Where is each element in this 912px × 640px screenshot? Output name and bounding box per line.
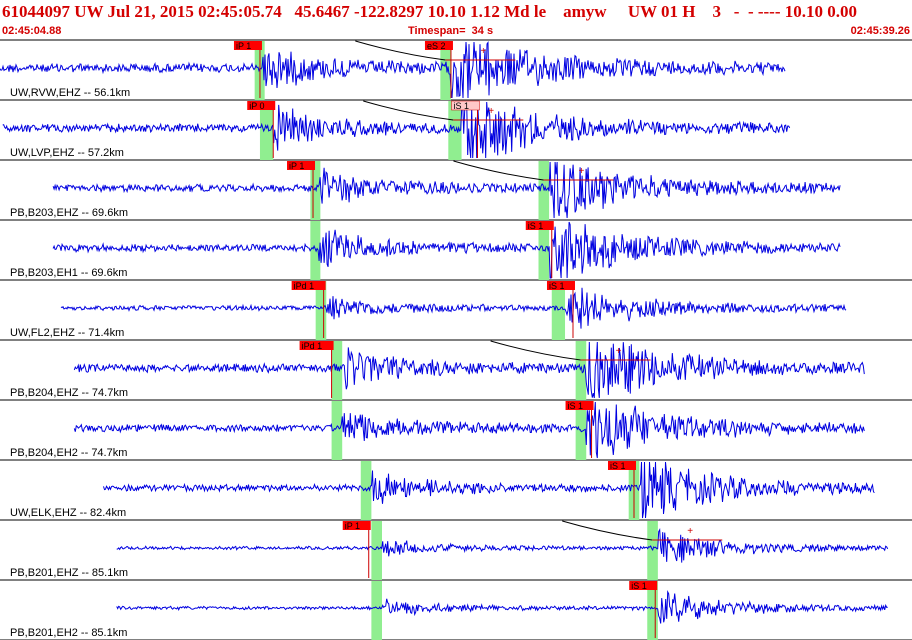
amplitude-plus-mark: + [578,166,584,177]
s-pick-label[interactable]: iS 1 [528,221,544,231]
p-pick-box[interactable] [287,161,316,170]
s-pick-label[interactable]: iS 1 [610,461,626,471]
channel-label: PB,B201,EHZ -- 85.1km [10,567,128,579]
channel-label: PB,B203,EH1 -- 69.6km [10,267,127,279]
s-pick-label[interactable]: iS 1 [453,101,469,111]
decay-curve [363,100,454,121]
s-pick-box[interactable] [525,221,554,230]
p-pick-window [371,581,382,640]
p-pick-window [331,401,343,460]
p-pick-box[interactable] [247,101,276,110]
waveform-trace[interactable] [60,287,847,329]
p-pick-box[interactable] [291,281,326,290]
p-pick-box[interactable] [342,521,371,530]
s-pick-box[interactable] [607,461,636,470]
amplitude-plus-mark: + [488,106,494,117]
decay-curve [453,160,544,181]
channel-label: UW,FL2,EHZ -- 71.4km [10,327,124,339]
waveform-trace[interactable] [73,401,865,459]
header-bar: 61044097 UW Jul 21, 2015 02:45:05.74 45.… [0,0,912,40]
s-pick-box[interactable] [629,581,658,590]
s-pick-box[interactable] [565,401,594,410]
channel-label: UW,ELK,EHZ -- 82.4km [10,507,126,519]
time-end-label: 02:45:39.26 [850,25,910,37]
s-pick-window [647,581,658,640]
waveform-trace[interactable] [52,161,841,219]
waveform-trace[interactable] [116,528,889,563]
event-summary-title: 61044097 UW Jul 21, 2015 02:45:05.74 45.… [2,2,857,21]
decay-curve [490,340,581,361]
s-pick-box[interactable] [451,100,480,111]
p-pick-label[interactable]: iPd 1 [302,341,323,351]
s-pick-window [440,41,451,100]
channel-label: PB,B204,EH2 -- 74.7km [10,447,127,459]
channel-label: PB,B201,EH2 -- 85.1km [10,627,127,639]
s-pick-box[interactable] [424,41,453,50]
time-start-label: 02:45:04.88 [2,25,62,37]
channel-label: UW,RVW,EHZ -- 56.1km [10,87,130,99]
s-pick-label[interactable]: eS 2 [427,41,446,51]
s-pick-window [575,341,587,400]
s-pick-label[interactable]: iS 1 [631,581,647,591]
p-pick-box[interactable] [233,41,262,50]
amplitude-plus-mark: + [616,346,622,357]
waveform-trace[interactable] [2,101,791,159]
s-pick-window [551,281,566,340]
p-pick-window [371,521,382,580]
p-pick-label[interactable]: iP 1 [236,41,251,51]
amplitude-plus-mark: + [480,46,486,57]
waveform-trace[interactable] [0,40,786,99]
p-pick-window [259,101,274,160]
channel-label: UW,LVP,EHZ -- 57.2km [10,147,124,159]
decay-curve [562,520,653,541]
p-pick-label[interactable]: iP 1 [289,161,304,171]
p-pick-label[interactable]: iPd 1 [294,281,315,291]
timespan-label: Timespan= 34 s [408,25,494,37]
waveform-trace[interactable] [52,221,841,279]
channel-label: PB,B203,EHZ -- 69.6km [10,207,128,219]
amplitude-plus-mark: + [687,526,693,537]
waveform-trace[interactable] [73,341,865,399]
channel-label: PB,B204,EHZ -- 74.7km [10,387,128,399]
s-pick-label[interactable]: iS 1 [568,401,584,411]
p-pick-window [315,281,327,340]
p-pick-label[interactable]: iP 1 [345,521,360,531]
s-pick-box[interactable] [546,281,575,290]
p-pick-window [310,161,321,220]
p-pick-box[interactable] [299,341,334,350]
waveform-trace[interactable] [103,461,875,519]
p-pick-label[interactable]: iP 0 [249,101,264,111]
decay-curve [355,40,446,61]
waveform-trace[interactable] [116,590,888,624]
s-pick-label[interactable]: iS 1 [549,281,565,291]
